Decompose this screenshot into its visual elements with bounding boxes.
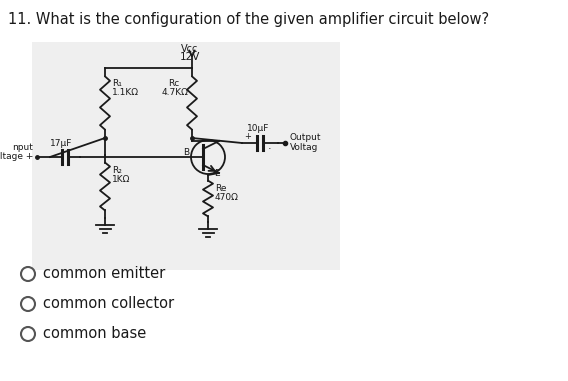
- Text: B: B: [183, 148, 189, 157]
- Text: Output: Output: [290, 133, 321, 142]
- Text: 1.1KΩ: 1.1KΩ: [112, 88, 139, 97]
- Text: common emitter: common emitter: [43, 266, 165, 282]
- Text: 1KΩ: 1KΩ: [112, 175, 131, 184]
- Text: Vcc: Vcc: [181, 44, 199, 54]
- Text: .: .: [268, 141, 272, 151]
- Text: 10µF: 10µF: [247, 124, 269, 133]
- Text: 11. What is the configuration of the given amplifier circuit below?: 11. What is the configuration of the giv…: [8, 12, 489, 27]
- Text: 17µF: 17µF: [50, 139, 72, 148]
- Text: Voltag: Voltag: [290, 144, 319, 152]
- Text: +: +: [244, 132, 251, 141]
- Text: E: E: [214, 169, 220, 178]
- Text: R₂: R₂: [112, 166, 122, 175]
- Text: nput: nput: [12, 143, 33, 152]
- Text: common base: common base: [43, 327, 146, 341]
- Text: common collector: common collector: [43, 296, 174, 312]
- Text: 12V: 12V: [180, 52, 200, 62]
- Text: Voltage +: Voltage +: [0, 152, 33, 161]
- Text: 4.7KΩ: 4.7KΩ: [162, 88, 189, 97]
- Text: R₁: R₁: [112, 79, 122, 88]
- Text: Re: Re: [215, 184, 227, 193]
- Text: Rc: Rc: [168, 79, 179, 88]
- Text: 470Ω: 470Ω: [215, 193, 239, 202]
- Bar: [32, 42, 340, 270]
